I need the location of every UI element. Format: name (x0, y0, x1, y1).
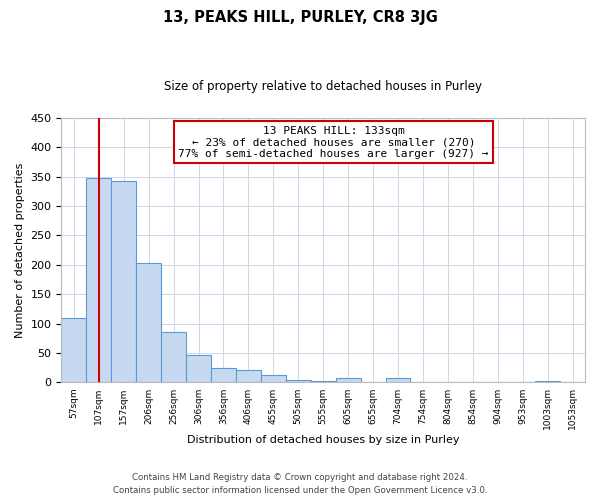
Text: Contains HM Land Registry data © Crown copyright and database right 2024.
Contai: Contains HM Land Registry data © Crown c… (113, 473, 487, 495)
Title: Size of property relative to detached houses in Purley: Size of property relative to detached ho… (164, 80, 482, 93)
Bar (211, 368, 236, 382)
Bar (86, 178, 111, 382)
Bar (335, 378, 361, 382)
Bar (61, 318, 86, 382)
Bar (186, 355, 211, 382)
Text: 13 PEAKS HILL: 133sqm
← 23% of detached houses are smaller (270)
77% of semi-det: 13 PEAKS HILL: 133sqm ← 23% of detached … (178, 126, 489, 159)
Bar (136, 263, 161, 382)
Bar (261, 376, 286, 382)
Bar (161, 332, 186, 382)
X-axis label: Distribution of detached houses by size in Purley: Distribution of detached houses by size … (187, 435, 460, 445)
Bar (386, 378, 410, 382)
Bar (236, 370, 261, 382)
Y-axis label: Number of detached properties: Number of detached properties (15, 162, 25, 338)
Bar (111, 182, 136, 382)
Bar (535, 380, 560, 382)
Bar (286, 380, 311, 382)
Text: 13, PEAKS HILL, PURLEY, CR8 3JG: 13, PEAKS HILL, PURLEY, CR8 3JG (163, 10, 437, 25)
